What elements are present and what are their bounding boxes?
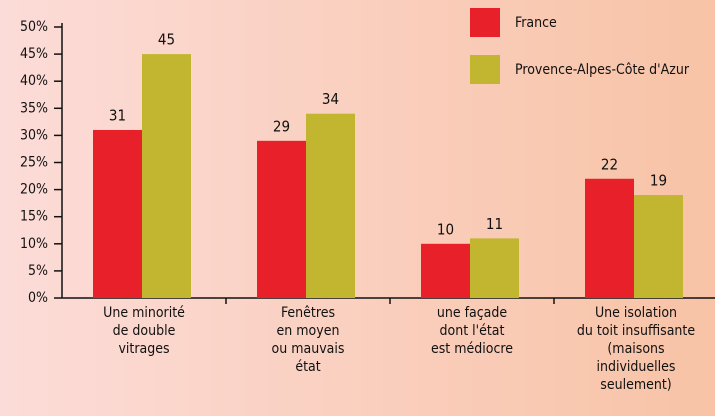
x-tick-label: Une minorité de double vitrages — [103, 305, 185, 357]
bar — [421, 243, 470, 298]
bar — [634, 195, 683, 298]
bar — [257, 140, 306, 298]
value-label: 31 — [109, 106, 126, 124]
value-label: 19 — [650, 172, 667, 190]
value-label: 34 — [322, 90, 339, 108]
y-tick-label: 40% — [20, 73, 48, 89]
legend-label: Provence-Alpes-Côte d'Azur — [515, 62, 690, 78]
y-tick-label: 45% — [20, 46, 48, 62]
y-tick-label: 50% — [20, 19, 48, 35]
bar — [470, 238, 519, 298]
y-tick-label: 30% — [20, 127, 48, 143]
legend-label: France — [515, 15, 557, 31]
y-tick-label: 25% — [20, 155, 48, 171]
bar — [142, 54, 191, 298]
x-tick-label: une façade dont l'état est médiocre — [430, 305, 514, 357]
bar — [585, 178, 634, 298]
legend-swatch — [470, 55, 500, 84]
y-tick-label: 20% — [20, 182, 48, 198]
x-tick-label: Une isolation du toit insuffisante (mais… — [576, 305, 696, 393]
value-label: 10 — [437, 220, 454, 238]
y-tick-label: 35% — [20, 100, 48, 116]
bar — [306, 113, 355, 298]
value-label: 29 — [273, 117, 290, 135]
value-label: 22 — [601, 155, 618, 173]
y-tick-label: 10% — [20, 236, 48, 252]
y-tick-label: 0% — [28, 290, 48, 306]
bar — [93, 129, 142, 298]
y-tick-label: 15% — [20, 209, 48, 225]
legend-swatch — [470, 8, 500, 37]
value-label: 45 — [158, 31, 175, 49]
x-tick-label: Fenêtres en moyen ou mauvais état — [271, 305, 345, 375]
y-tick-label: 5% — [28, 263, 48, 279]
value-label: 11 — [486, 215, 503, 233]
